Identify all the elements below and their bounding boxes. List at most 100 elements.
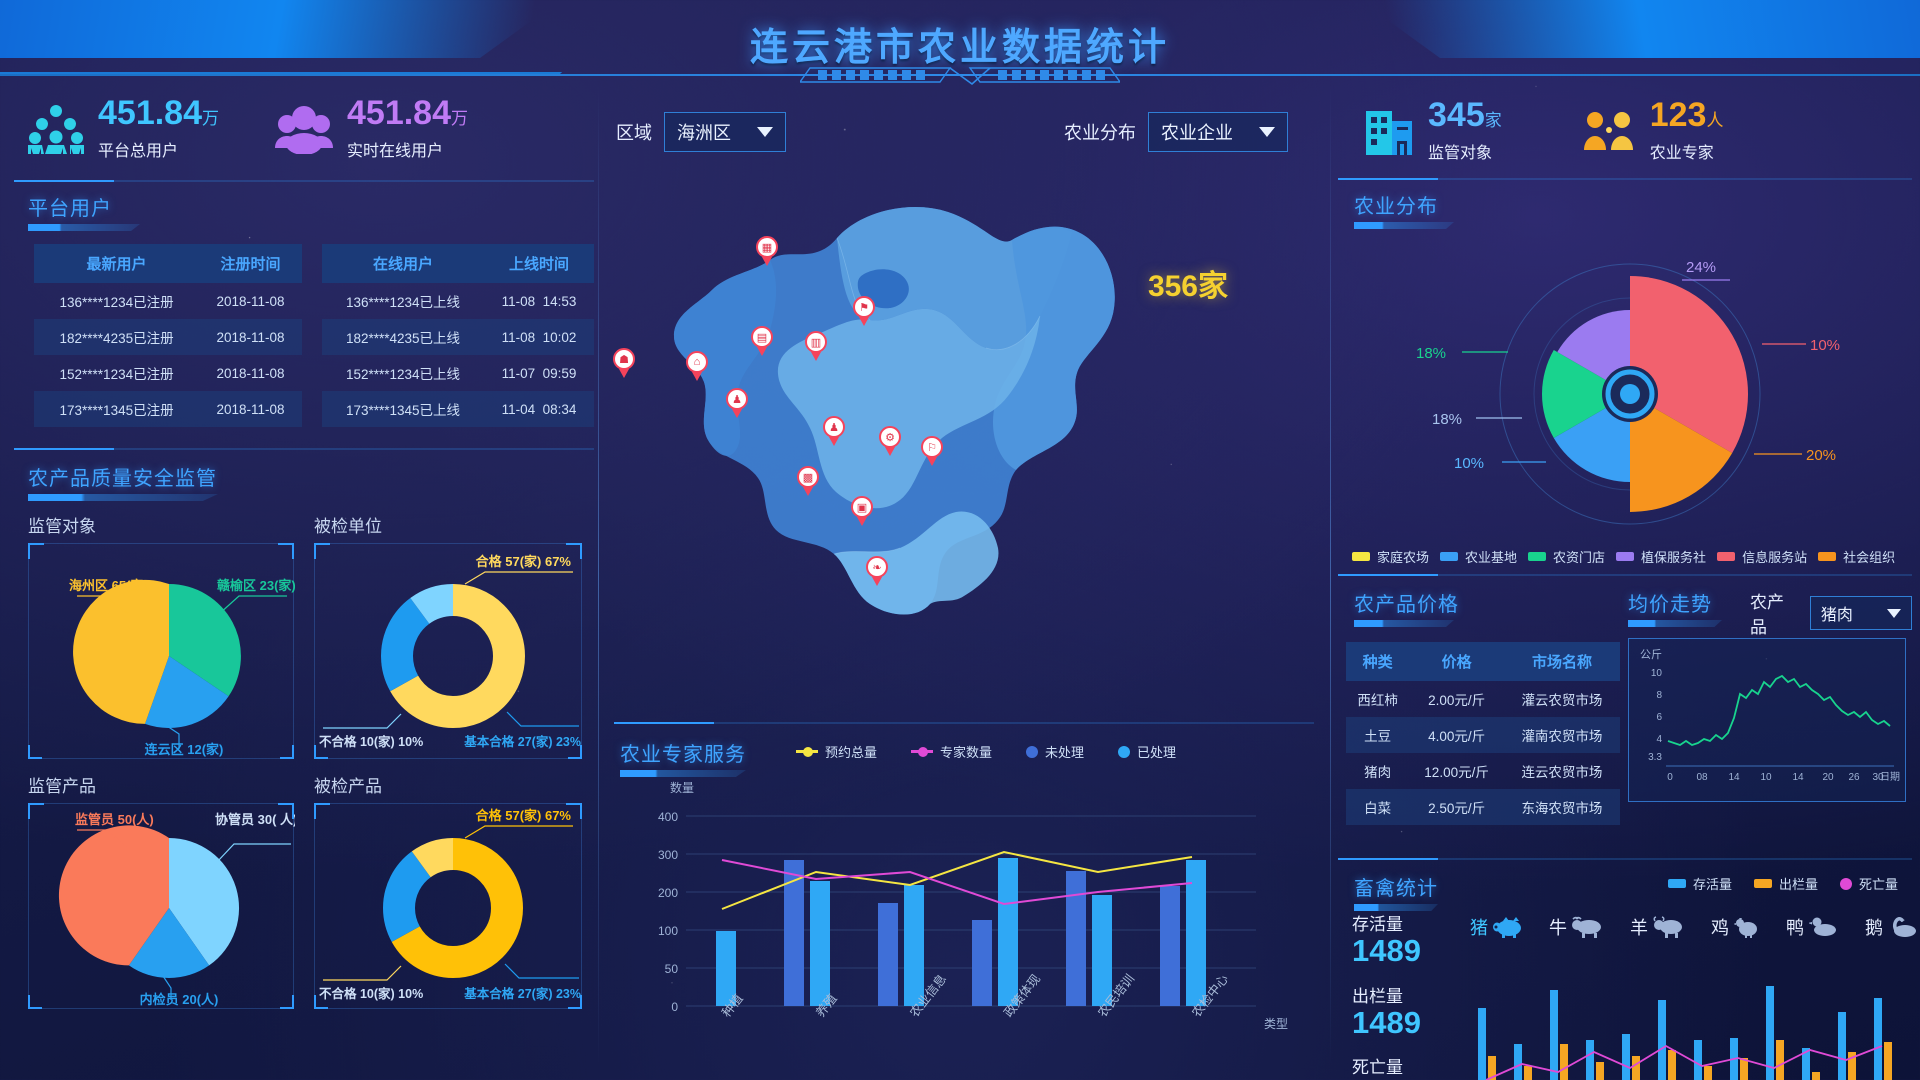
animal-item-goose[interactable]: 鹅 [1865,914,1918,940]
price-table[interactable]: 种类 价格 市场名称 西红柿 2.00元/斤 灌云农贸市场 土豆 4.00元/斤 灌南农… [1346,642,1620,825]
cow-icon [1572,916,1601,938]
animal-item-pig[interactable]: 猪 [1470,914,1523,940]
region-select[interactable]: 海洲区 [664,112,786,152]
legend-item[interactable]: 出栏量 [1753,874,1818,893]
stat-block: 死亡量 1456 [1352,1053,1421,1080]
legend-swatch [1026,745,1039,758]
legend-item[interactable]: 信息服务站 [1717,547,1807,566]
x-tick: 14 [1792,772,1804,783]
header-right-accent [1360,0,1920,58]
expert-service-chart[interactable]: 数量 类型 400 300 200 100 50 0 [616,776,1316,1080]
legend-item[interactable]: 未处理 [1026,742,1084,761]
pie-slice-jianguan [58,825,169,966]
animal-label: 猪 [1470,918,1488,938]
legend-item[interactable]: 植保服务社 [1616,547,1706,566]
legend-item[interactable]: 农资门店 [1528,547,1605,566]
trend-product-select[interactable]: 猪肉 [1809,596,1912,630]
livestock-chart[interactable]: 01 02 03 04 05 06 07 08 09 10 11 12 [1466,948,1908,1080]
col-header: 在线用户 [322,244,485,283]
map-marker-1[interactable]: ▦ [756,236,778,266]
x-axis-unit: 日期 [1880,771,1900,783]
map-marker-12[interactable]: ▣ [851,496,873,526]
livestock-stats: 存活量 1489 出栏量 1489 死亡量 1456 [1352,910,1421,1080]
map-marker-6[interactable]: ⚑ [853,296,875,326]
donut-label: 合格 57(家) 67% [476,554,572,569]
animal-item-chicken[interactable]: 鸡 [1711,914,1760,940]
legend-item[interactable]: 已处理 [1118,742,1176,761]
legend-item[interactable]: 死亡量 [1839,874,1898,893]
animal-label: 鸡 [1711,918,1729,938]
center-column: 区域 海洲区 农业分布 农业企业 356家 ▦ [606,86,1322,1074]
pie-supervised-products[interactable]: 监管员 50(人) 协管员 30( 人) 内检员 20(人) [28,803,297,1009]
y-tick: 200 [658,886,678,900]
trend-chart[interactable]: 公斤 10 8 6 4 3.3 0 08 14 10 14 20 26 30 日期 [1628,638,1906,807]
donut-label: 基本合格 27(家) 23% [463,734,581,749]
map-marker-8[interactable]: ♟ [823,416,845,446]
map-marker-10[interactable]: ⚐ [921,436,943,466]
rose-label: 10% [1454,455,1484,472]
rose-label: 18% [1432,411,1462,428]
map-marker-13[interactable]: ❧ [866,556,888,586]
line-chart-svg: 公斤 10 8 6 4 3.3 0 08 14 10 14 20 26 30 日期 [1628,638,1906,802]
y-tick: 400 [658,810,678,824]
animal-item-cow[interactable]: 牛 [1549,914,1604,940]
table-new-users[interactable]: 最新用户 注册时间 136****1234已注册 2018-11-08 182**… [34,244,302,427]
legend-item[interactable]: 家庭农场 [1352,547,1429,566]
map-marker-7[interactable]: ♟ [726,388,748,418]
table-row: 182****4235已上线 11-08 10:02 [322,319,594,355]
map-container[interactable]: ▦ ▤ ⌂ ☗ ▥ ⚑ ♟ ♟ ⚙ ⚐ ▩ ▣ ❧ [612,156,1318,722]
right-divider-2 [1338,574,1912,576]
map-marker-4[interactable]: ☗ [613,348,635,378]
table-online-users[interactable]: 在线用户 上线时间 136****1234已上线 11-08 14:53 182*… [322,244,594,427]
region-label: 区域 [616,123,652,143]
agri-distribution-rose-chart[interactable]: 24% 10% 20% 10% 18% 18% [1350,222,1910,557]
legend-item[interactable]: 社会组织 [1818,547,1895,566]
legend-item[interactable]: 专家数量 [911,742,992,761]
x-axis-label: 类型 [1264,1017,1288,1031]
animal-item-sheep[interactable]: 羊 [1630,914,1685,940]
kpi-value: 345家 [1428,96,1502,134]
rose-legend: 家庭农场 农业基地 农资门店 植保服务社 信息服务站 社会组织 [1352,547,1895,566]
trend-section: 均价走势 [1628,588,1722,627]
map-marker-3[interactable]: ⌂ [686,351,708,381]
map-marker-5[interactable]: ▥ [805,331,827,361]
section-title: 农业分布 [1354,196,1438,218]
title-underline [28,494,218,501]
line-deaths [1485,1044,1883,1080]
section-title: 农产品价格 [1354,594,1459,616]
factory-icon: ▦ [756,236,778,258]
flag-icon: ⚑ [853,296,875,318]
animal-label: 鸭 [1786,918,1804,938]
left-kpi-row: 451.84万 平台总用户 451.84万 实时在线用户 [14,82,594,161]
section-title: 农业专家服务 [620,744,746,766]
legend-item[interactable]: 预约总量 [796,742,877,761]
map-marker-9[interactable]: ⚙ [879,426,901,456]
y-axis-unit: 公斤 [1640,648,1662,661]
kpi-label: 监管对象 [1428,145,1493,162]
legend-item[interactable]: 存活量 [1667,874,1732,893]
map-marker-2[interactable]: ▤ [751,326,773,356]
people-icon [275,105,333,154]
y-tick: 100 [658,924,678,938]
donut-inspected-products[interactable]: 合格 57(家) 67% 基本合格 27(家) 23% 不合格 10(家) 10… [314,803,582,1009]
chart-inspected-units: 被检单位 合格 57(家) 67% 基本合格 27(家) 23% 不合格 10(… [314,512,582,759]
home-icon: ⌂ [686,351,708,373]
legend-item[interactable]: 农业基地 [1440,547,1517,566]
donut-inspected-units[interactable]: 合格 57(家) 67% 基本合格 27(家) 23% 不合格 10(家) 10… [314,543,582,759]
bank-icon: ▥ [805,331,827,353]
legend-swatch [1616,552,1635,561]
x-tick: 10 [1760,772,1772,783]
donut-label: 不合格 10(家) 10% [319,986,423,1001]
animal-item-duck[interactable]: 鸭 [1786,914,1839,940]
table-row: 173****1345已上线 11-04 08:34 [322,391,594,427]
donut-label: 不合格 10(家) 10% [319,734,423,749]
rose-sector-social-org [1630,394,1733,512]
table-row: 152****1234已注册 2018-11-08 [59,365,285,383]
pie-supervised-objects[interactable]: 海州区 65(家) 赣榆区 23(家) 连云区 12(家) [28,543,296,759]
pie-label: 监管员 50(人) [75,812,154,827]
legend-swatch [1753,879,1772,888]
bar-chart-svg: 数量 类型 400 300 200 100 50 0 [658,780,1288,1031]
map-marker-11[interactable]: ▩ [797,466,819,496]
distribution-select[interactable]: 农业企业 [1148,112,1288,152]
col-header: 上线时间 [484,244,594,283]
